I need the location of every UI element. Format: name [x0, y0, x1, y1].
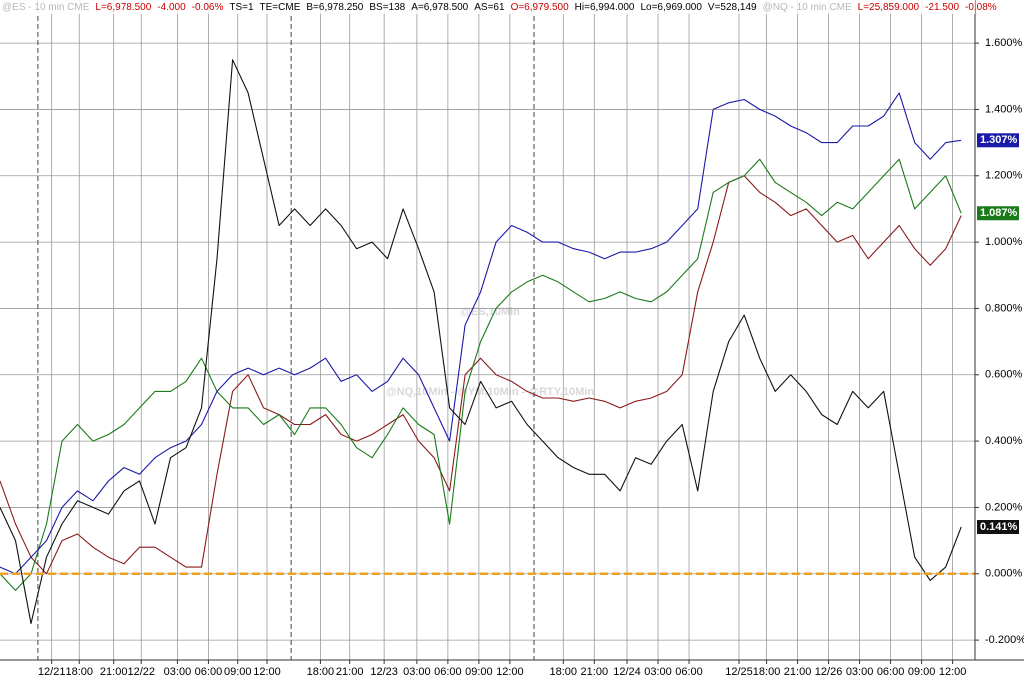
x-tick-label: 09:00	[908, 666, 936, 678]
header-item: @ES - 10 min CME	[2, 2, 90, 13]
series-line	[0, 59, 962, 625]
header-item: TS=1	[229, 2, 254, 13]
last-value-box	[977, 133, 1019, 148]
x-tick-label: 12/24	[613, 666, 641, 678]
header-item: @NQ - 10 min CME	[763, 2, 852, 13]
x-tick-label: 06:00	[434, 666, 462, 678]
y-tick-label: 0.000%	[985, 568, 1023, 580]
header-item: L=25,859.000	[858, 2, 920, 13]
x-tick-label: 21:00	[100, 666, 128, 678]
series-line	[0, 92, 962, 575]
header-item: -21.500	[925, 2, 959, 13]
series-layer	[0, 59, 975, 625]
x-tick-label: 12/21	[38, 666, 66, 678]
watermark-layer: @ES,10Min @NQ,10Min - @YM,10Min - @RTY,1…	[386, 306, 594, 398]
x-tick-label: 12/25	[725, 666, 753, 678]
y-tick-label: 1.200%	[985, 170, 1023, 182]
last-value-label: 1.087%	[980, 207, 1018, 219]
header: @ES - 10 min CME L=6,978.500 -4.000 -0.06% T…	[2, 2, 997, 13]
header-item: Lo=6,969.000	[640, 2, 702, 13]
axis-layer: -0.200% 0.000% 0.200% 0.400% 0.600% 0.800% 1.0…	[38, 37, 1024, 678]
watermark: @NQ,10Min - @YM,10Min - @RTY,10Min	[386, 386, 594, 398]
x-tick-label: 09:00	[465, 666, 493, 678]
header-item: -4.000	[157, 2, 186, 13]
header-item: L=6,978.500	[95, 2, 151, 13]
x-tick-label: 21:00	[784, 666, 812, 678]
x-tick-label: 09:00	[224, 666, 252, 678]
series-line	[0, 158, 962, 591]
x-tick-label: 21:00	[581, 666, 609, 678]
last-value-box	[977, 206, 1019, 221]
x-tick-label: 12:00	[496, 666, 524, 678]
x-tick-label: 18:00	[753, 666, 781, 678]
x-tick-label: 21:00	[336, 666, 364, 678]
x-tick-label: 12:00	[939, 666, 967, 678]
last-value-box	[977, 520, 1019, 535]
x-tick-label: 12/23	[370, 666, 398, 678]
last-value-label: 1.307%	[980, 134, 1018, 146]
x-tick-label: 03:00	[644, 666, 672, 678]
last-value-label: 0.141%	[980, 521, 1018, 533]
x-tick-label: 12:00	[253, 666, 281, 678]
header-item: TE=CME	[260, 2, 301, 13]
x-tick-label: 18:00	[307, 666, 335, 678]
x-tick-label: 18:00	[550, 666, 578, 678]
x-tick-label: 06:00	[877, 666, 905, 678]
x-tick-label: 03:00	[403, 666, 431, 678]
watermark: @ES,10Min	[460, 306, 520, 318]
y-tick-label: 0.800%	[985, 302, 1023, 314]
x-tick-label: 06:00	[195, 666, 223, 678]
y-tick-label: 0.600%	[985, 369, 1023, 381]
header-item: -0.08%	[965, 2, 997, 13]
x-tick-label: 03:00	[164, 666, 192, 678]
y-tick-label: 1.600%	[985, 37, 1023, 49]
header-item: Hi=6,994.000	[575, 2, 635, 13]
y-tick-label: 0.200%	[985, 501, 1023, 513]
x-tick-label: 06:00	[675, 666, 703, 678]
header-item: O=6,979.500	[511, 2, 570, 13]
y-tick-label: 0.400%	[985, 435, 1023, 447]
header-background	[0, 0, 975, 14]
x-tick-label: 12/22	[127, 666, 155, 678]
header-item: -0.06%	[192, 2, 224, 13]
header-item: A=6,978.500	[411, 2, 468, 13]
series-line	[0, 175, 962, 575]
x-tick-label: 12/26	[815, 666, 843, 678]
x-tick-label: 18:00	[65, 666, 93, 678]
header-item: B=6,978.250	[306, 2, 363, 13]
grid-layer	[0, 0, 975, 660]
y-tick-label: 1.000%	[985, 236, 1023, 248]
header-item: AS=61	[474, 2, 505, 13]
y-tick-label: 1.400%	[985, 103, 1023, 115]
y-tick-label: -0.200%	[985, 634, 1024, 646]
header-item: BS=138	[369, 2, 405, 13]
header-item: V=528,149	[708, 2, 757, 13]
x-tick-label: 03:00	[846, 666, 874, 678]
